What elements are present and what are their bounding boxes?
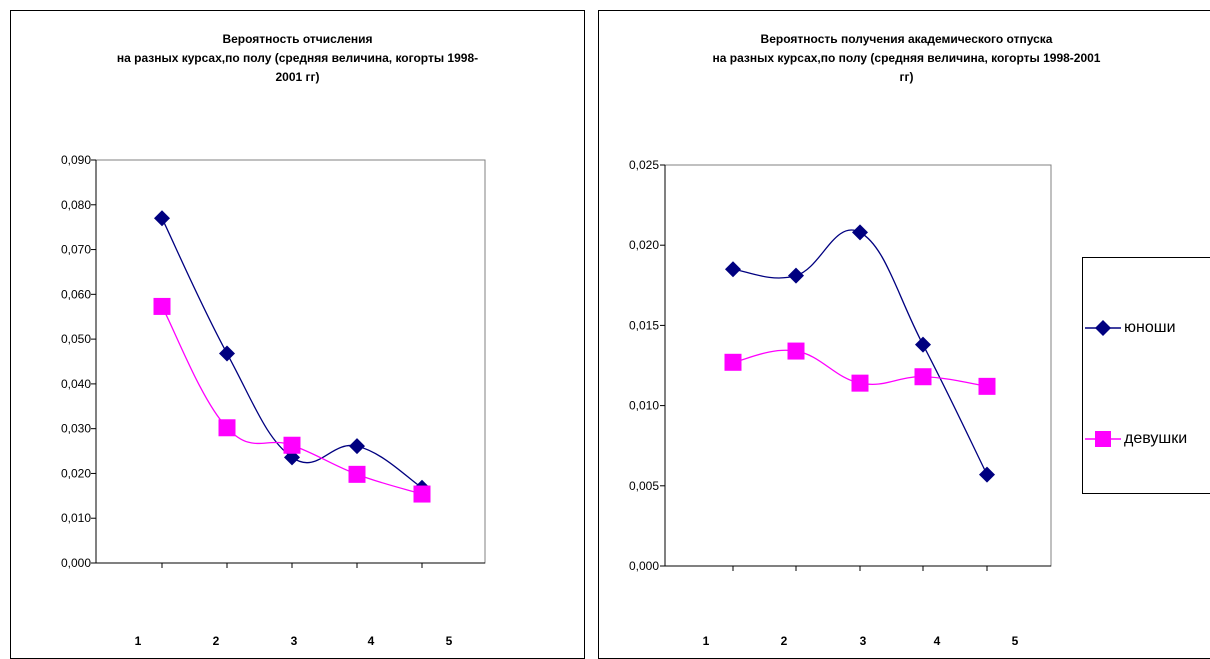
data-point-girls [978, 377, 996, 395]
legend: юноши девушки [1082, 257, 1210, 494]
y-tick-label: 0,005 [629, 479, 659, 493]
data-point-boys [979, 466, 995, 483]
x-tick-label: 1 [135, 634, 142, 648]
data-point-boys [852, 224, 868, 241]
data-point-boys [725, 261, 741, 278]
y-tick-label: 0,080 [61, 198, 91, 212]
legend-item-girls: девушки [1083, 429, 1187, 449]
data-point-boys [915, 336, 931, 353]
y-tick-label: 0,010 [629, 399, 659, 413]
x-tick-label: 2 [213, 634, 220, 648]
y-tick-label: 0,020 [61, 466, 91, 480]
chart-title-leave: Вероятность получения академического отп… [599, 30, 1210, 87]
diamond-marker-icon [1085, 320, 1121, 336]
y-tick-label: 0,000 [629, 559, 659, 573]
chart-title-line: Вероятность получения академического отп… [760, 32, 1053, 46]
y-tick-label: 0,020 [629, 238, 659, 252]
chart-title-line: на разных курсах,по полу (средняя величи… [116, 51, 479, 65]
x-tick-label: 5 [446, 634, 453, 648]
x-tick-label: 4 [368, 634, 375, 648]
chart-panel-dropout: Вероятность отчисления на разных курсах,… [10, 10, 585, 659]
y-tick-label: 0,040 [61, 377, 91, 391]
x-tick-label: 3 [860, 634, 867, 648]
legend-item-boys: юноши [1083, 318, 1176, 338]
legend-label: юноши [1124, 319, 1176, 336]
y-tick-label: 0,015 [629, 318, 659, 332]
plot-area-0: 0,000 0,010 0,020 0,030 0,040 0,050 0,060 0,070… [61, 153, 486, 648]
plot-frame [95, 159, 486, 564]
x-tick-label: 5 [1012, 634, 1019, 648]
x-tick-label: 1 [703, 634, 710, 648]
y-tick-label: 0,090 [61, 153, 91, 167]
x-tick-label: 4 [934, 634, 941, 648]
data-point-boys [154, 210, 170, 227]
y-tick-label: 0,000 [61, 556, 91, 570]
chart-title-line: на разных курсах,по полу (средняя величи… [712, 51, 1101, 65]
y-tick-label: 0,030 [61, 422, 91, 436]
chart-title-line: 2001 гг) [275, 70, 320, 84]
y-tick-label: 0,050 [61, 332, 91, 346]
x-tick-label: 2 [781, 634, 788, 648]
data-point-girls [348, 465, 366, 483]
chart-title-dropout: Вероятность отчисления на разных курсах,… [11, 30, 584, 87]
legend-label: девушки [1124, 430, 1188, 447]
series-line-boys [161, 217, 423, 489]
x-tick-label: 3 [291, 634, 298, 648]
data-point-boys [349, 438, 365, 455]
data-point-girls [851, 374, 869, 392]
data-point-girls [218, 419, 236, 437]
data-point-girls [153, 297, 171, 315]
plot-area-1: 0,000 0,005 0,010 0,015 0,020 0,025 1 2 3 4 5 [629, 158, 1052, 648]
chart-title-line: гг) [899, 70, 914, 84]
data-point-boys [788, 267, 804, 284]
data-point-girls [413, 485, 431, 503]
y-tick-label: 0,025 [629, 158, 659, 172]
data-point-girls [283, 436, 301, 454]
data-point-girls [914, 368, 932, 386]
series-line-girls [161, 306, 423, 495]
data-point-girls [724, 353, 742, 371]
data-point-girls [787, 342, 805, 360]
data-point-boys [219, 345, 235, 362]
y-tick-label: 0,070 [61, 243, 91, 257]
series-line-boys [732, 229, 988, 475]
y-tick-label: 0,060 [61, 287, 91, 301]
square-marker-icon [1085, 431, 1121, 447]
y-tick-label: 0,010 [61, 511, 91, 525]
chart-title-line: Вероятность отчисления [222, 32, 373, 46]
plot-frame [664, 164, 1052, 567]
